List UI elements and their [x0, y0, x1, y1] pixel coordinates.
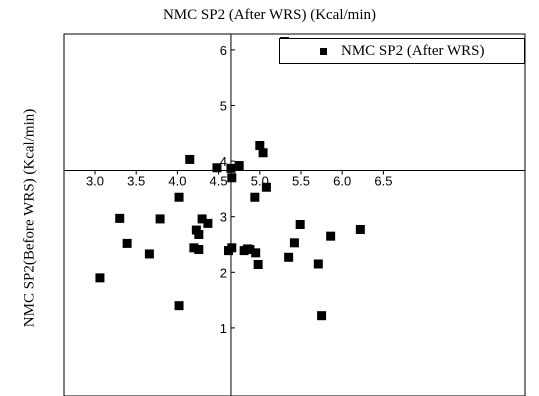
x-tick-label: 3.0	[86, 174, 104, 189]
data-point	[261, 182, 271, 192]
x-tick-label: 5.5	[292, 174, 310, 189]
data-point	[189, 243, 199, 253]
data-point	[226, 163, 236, 173]
y-tick-label: 2	[220, 265, 227, 280]
data-point	[317, 311, 327, 321]
data-point	[194, 229, 204, 239]
data-point	[115, 213, 125, 223]
x-tick-label: 4.5	[210, 174, 228, 189]
y-tick-label: 3	[220, 210, 227, 225]
legend-marker	[320, 47, 327, 55]
data-point	[251, 248, 261, 258]
data-point	[95, 273, 105, 283]
data-points	[95, 37, 365, 321]
data-point	[155, 214, 165, 224]
legend-label: NMC SP2 (After WRS)	[341, 42, 485, 59]
x-tick-label: 3.5	[127, 174, 145, 189]
data-point	[284, 252, 294, 262]
y-tick-label: 5	[220, 99, 227, 114]
x-tick-label: 4.0	[168, 174, 186, 189]
data-point	[253, 260, 263, 270]
data-point	[203, 218, 213, 228]
data-point	[313, 259, 323, 269]
data-point	[250, 192, 260, 202]
data-point	[227, 173, 237, 183]
data-point	[255, 141, 265, 151]
data-point	[194, 245, 204, 255]
legend: NMC SP2 (After WRS)	[279, 38, 525, 64]
data-point	[174, 192, 184, 202]
y-tick-label: 1	[220, 321, 227, 336]
data-point	[122, 238, 132, 248]
x-tick-label: 6.5	[374, 174, 392, 189]
data-point	[295, 219, 305, 229]
data-point	[227, 243, 237, 253]
data-point	[326, 231, 336, 241]
chart-title: NMC SP2 (After WRS) (Kcal/min)	[162, 7, 377, 23]
data-point	[355, 224, 365, 234]
data-point	[258, 148, 268, 158]
x-tick-label: 6.0	[333, 174, 351, 189]
data-point	[212, 163, 222, 173]
y-tick-label: 4	[220, 154, 227, 169]
data-point	[174, 301, 184, 311]
data-point	[234, 161, 244, 171]
data-point	[185, 154, 195, 164]
plot-frame	[63, 33, 526, 396]
y-tick-label: 6	[220, 43, 227, 58]
data-point	[289, 238, 299, 248]
data-point	[197, 214, 207, 224]
data-point	[245, 245, 255, 255]
data-point	[144, 249, 154, 259]
